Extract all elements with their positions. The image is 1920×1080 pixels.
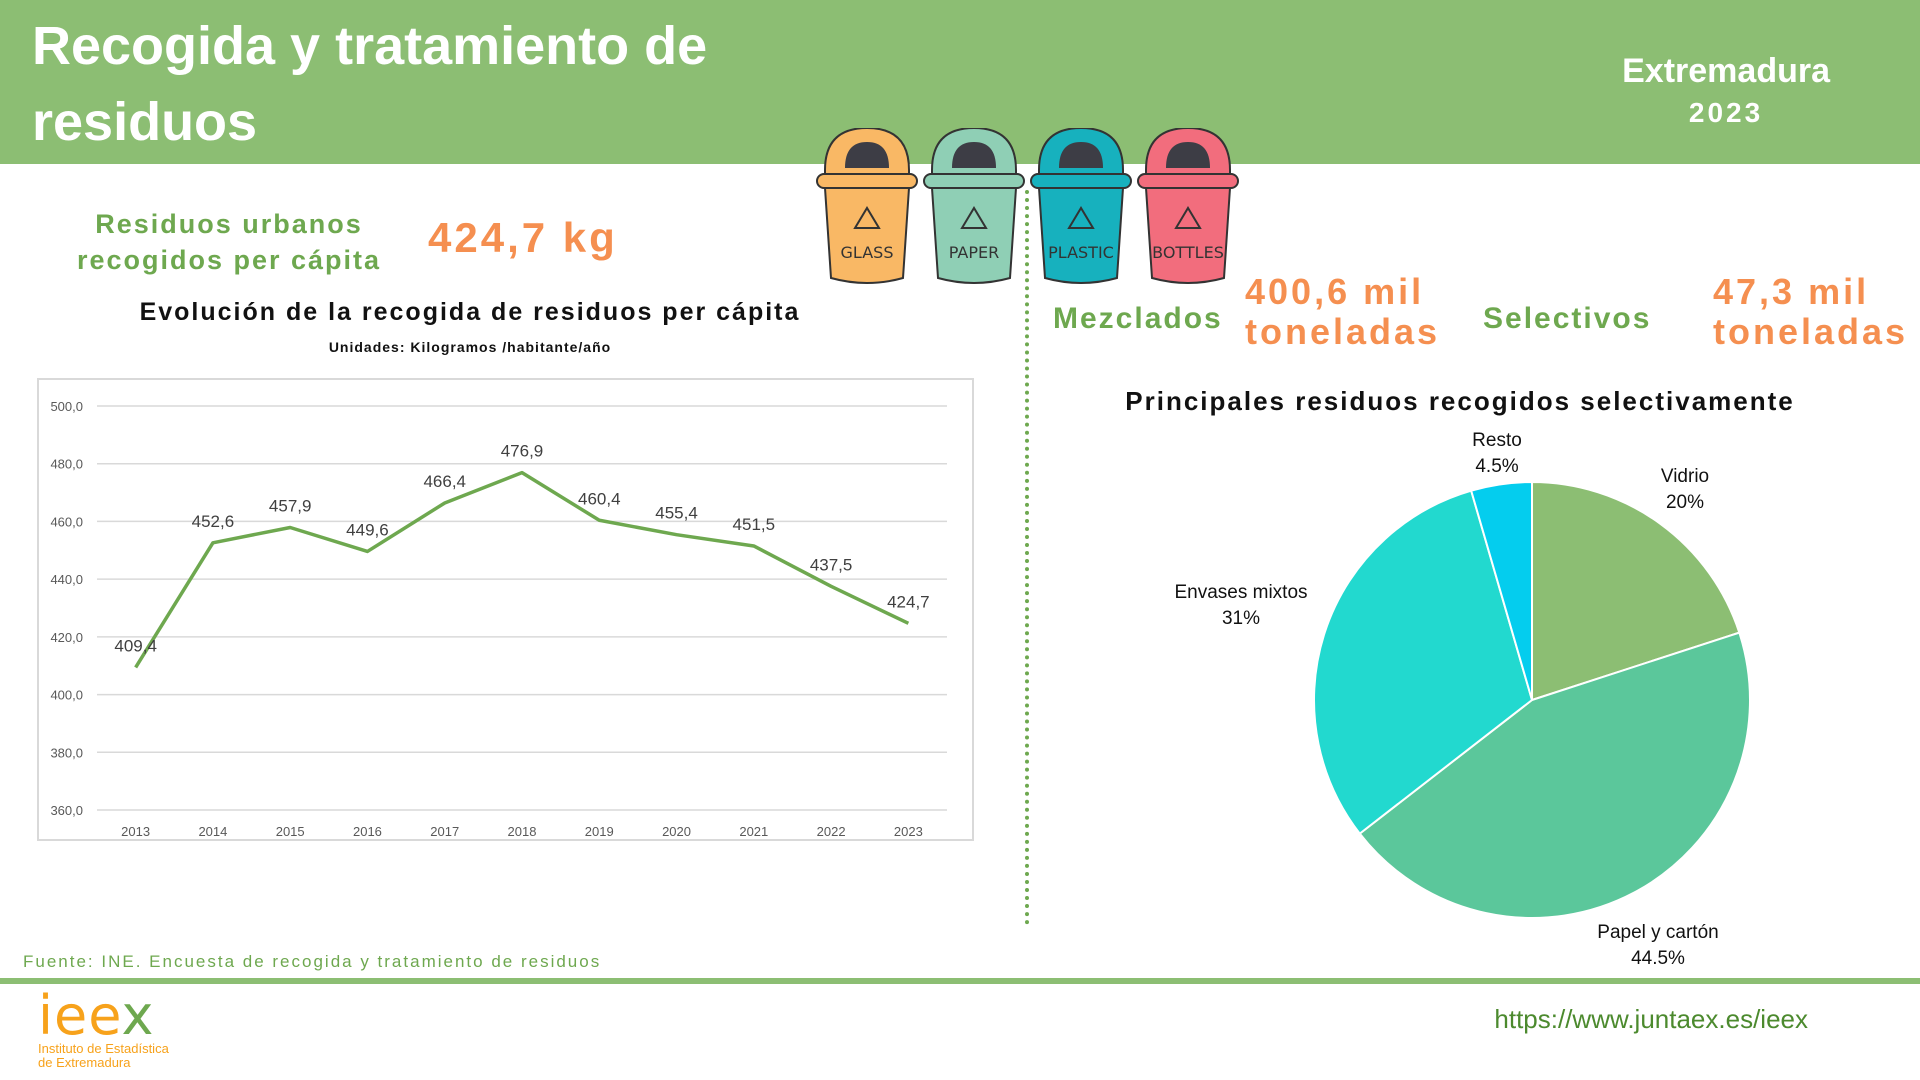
mixed-value-line1: 400,6 mil — [1245, 271, 1425, 312]
selective-value-line2: toneladas — [1713, 311, 1909, 352]
series-line — [134, 470, 910, 669]
x-tick-label: 2018 — [508, 824, 537, 839]
footer-url-link[interactable]: https://www.juntaex.es/ieex — [1494, 1004, 1808, 1034]
pie-slice — [1358, 631, 1751, 919]
slice-pct: 20% — [1666, 492, 1704, 513]
bin-plastic: PLASTIC — [1030, 128, 1132, 284]
y-tick-label: 460,0 — [50, 514, 83, 529]
bin-label: GLASS — [841, 243, 894, 262]
data-label: 451,5 — [733, 515, 776, 534]
bin-glass: GLASS — [816, 128, 918, 284]
recycle-icon — [1174, 206, 1202, 229]
line-chart-units: Unidades: Kilogramos /habitante/año — [328, 339, 612, 355]
y-tick-label: 360,0 — [50, 803, 83, 818]
slice-label: Envases mixtos — [1174, 582, 1307, 603]
logo-word-b: x — [121, 984, 155, 1047]
dotted-divider — [1025, 190, 1029, 925]
source-note: Fuente: INE. Encuesta de recogida y trat… — [23, 952, 602, 971]
bin-body — [930, 187, 1018, 284]
bin-bottles: BOTTLES — [1137, 128, 1239, 284]
data-label: 455,4 — [655, 504, 698, 523]
data-label: 457,9 — [269, 496, 312, 515]
recycle-icon — [853, 206, 881, 229]
pie-slice — [1469, 480, 1533, 701]
data-label: 424,7 — [887, 592, 930, 611]
selective-label: Selectivos — [1483, 302, 1652, 335]
bin-rim — [816, 173, 918, 189]
ieex-logo: ieex Instituto de Estadística de Extrema… — [38, 989, 169, 1070]
kpi-label: Residuos urbanos recogidos per cápita — [76, 209, 382, 275]
x-tick-label: 2015 — [276, 824, 305, 839]
slice-pct: 4.5% — [1475, 456, 1518, 477]
footer-divider — [0, 978, 1920, 984]
bin-opening — [1059, 142, 1103, 168]
region-block: Extremadura 2023 — [1622, 52, 1830, 129]
bin-body — [1037, 187, 1125, 284]
pie-chart-title: Principales residuos recogidos selectiva… — [1125, 386, 1795, 416]
mixed-value: 400,6 mil toneladas — [1245, 272, 1440, 352]
bin-rim — [1137, 173, 1239, 189]
x-tick-label: 2014 — [198, 824, 227, 839]
bin-body — [823, 187, 911, 284]
pie-slice — [1531, 480, 1741, 702]
data-label: 452,6 — [192, 512, 235, 531]
data-label: 466,4 — [423, 472, 466, 491]
y-tick-label: 480,0 — [50, 457, 83, 472]
bin-paper: PAPER — [923, 128, 1025, 284]
slice-label: Vidrio — [1661, 466, 1709, 487]
mixed-value-line2: toneladas — [1245, 311, 1441, 352]
bin-label: PLASTIC — [1048, 243, 1114, 262]
mixed-label: Mezclados — [1053, 302, 1223, 335]
x-tick-label: 2013 — [121, 824, 150, 839]
logo-subtitle-2: de Extremadura — [38, 1055, 131, 1070]
slice-pct: 31% — [1222, 608, 1260, 629]
pie-chart: Vidrio 20% Papel y cartón 44.5% Envases mixt… — [1174, 430, 1751, 969]
y-tick-label: 440,0 — [50, 572, 83, 587]
y-tick-label: 380,0 — [50, 745, 83, 760]
data-label: 460,4 — [578, 489, 621, 508]
x-tick-label: 2019 — [585, 824, 614, 839]
x-tick-label: 2023 — [894, 824, 923, 839]
recycle-icon — [1067, 206, 1095, 229]
slice-pct: 44.5% — [1631, 948, 1685, 969]
x-tick-label: 2020 — [662, 824, 691, 839]
data-label: 449,6 — [346, 520, 389, 539]
bin-rim — [923, 173, 1025, 189]
y-tick-label: 420,0 — [50, 630, 83, 645]
line-chart-frame: 360,0 380,0 400,0 420,0 440,0 460,0 480,0 500,0… — [37, 378, 974, 841]
selective-value: 47,3 mil toneladas — [1713, 272, 1908, 352]
logo-word-a: iee — [38, 984, 122, 1047]
data-label: 476,9 — [501, 442, 544, 461]
selective-value-line1: 47,3 mil — [1713, 271, 1870, 312]
bin-rim — [1030, 173, 1132, 189]
region-year: 2023 — [1688, 97, 1764, 128]
y-tick-label: 500,0 — [50, 399, 83, 414]
bin-label: PAPER — [949, 243, 999, 262]
bin-opening — [952, 142, 996, 168]
recycle-icon — [960, 206, 988, 229]
x-tick-label: 2016 — [353, 824, 382, 839]
bin-label: BOTTLES — [1152, 243, 1224, 262]
line-chart-title: Evolución de la recogida de residuos per… — [139, 298, 801, 326]
x-tick-label: 2021 — [739, 824, 768, 839]
bin-opening — [845, 142, 889, 168]
bin-body — [1144, 187, 1232, 284]
line-chart: 360,0 380,0 400,0 420,0 440,0 460,0 480,0 500,0… — [50, 399, 947, 839]
bin-opening — [1166, 142, 1210, 168]
kpi-value: 424,7 kg — [428, 214, 618, 261]
x-tick-label: 2022 — [817, 824, 846, 839]
x-tick-label: 2017 — [430, 824, 459, 839]
logo-subtitle-1: Instituto de Estadística — [38, 1041, 169, 1056]
recycling-bins-illustration: GLASS PAPER PLASTIC BOTTLES — [816, 128, 1239, 284]
page-title: Recogida y tratamiento de residuos — [32, 16, 708, 152]
data-label: 437,5 — [810, 555, 853, 574]
slice-label: Resto — [1472, 430, 1522, 451]
data-label: 409,4 — [114, 636, 157, 655]
slice-label: Papel y cartón — [1597, 922, 1718, 943]
region-name: Extremadura — [1622, 52, 1830, 90]
pie-slice — [1313, 489, 1534, 836]
y-tick-label: 400,0 — [50, 688, 83, 703]
